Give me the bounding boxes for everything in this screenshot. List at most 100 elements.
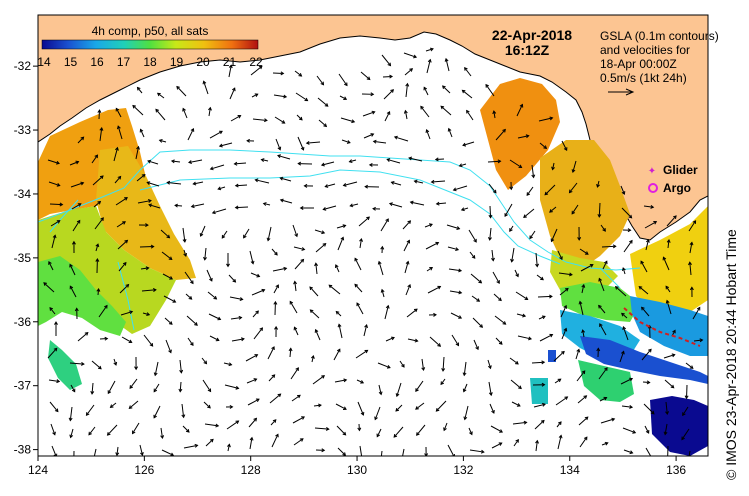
velocity-arrow-head — [498, 297, 502, 302]
velocity-arrow-head — [403, 109, 408, 114]
velocity-arrow-head — [176, 85, 180, 90]
velocity-arrow — [492, 271, 500, 284]
velocity-arrow — [323, 205, 337, 210]
velocity-arrow-head — [88, 431, 92, 436]
velocity-arrow — [643, 205, 654, 208]
velocity-arrow-head — [531, 174, 536, 179]
velocity-arrow-head — [43, 282, 48, 286]
velocity-arrow-head — [219, 130, 223, 135]
velocity-arrow-head — [463, 416, 468, 421]
velocity-arrow — [461, 207, 469, 211]
velocity-arrow — [147, 160, 159, 165]
velocity-arrow — [358, 216, 370, 227]
velocity-arrow-head — [174, 203, 179, 208]
velocity-arrow — [175, 204, 183, 207]
velocity-arrow — [665, 401, 668, 415]
velocity-arrow — [425, 48, 434, 52]
velocity-arrow — [294, 259, 304, 270]
velocity-arrow — [447, 246, 459, 251]
velocity-arrow — [487, 160, 501, 163]
velocity-arrow-head — [266, 237, 271, 242]
velocity-arrow-head — [598, 277, 602, 282]
colorbar-tick-label: 17 — [117, 55, 131, 69]
velocity-arrow — [290, 367, 299, 380]
velocity-arrow — [463, 383, 468, 392]
velocity-arrow-head — [97, 109, 102, 114]
velocity-arrow — [183, 249, 187, 257]
velocity-arrow-head — [147, 159, 152, 164]
velocity-arrow — [539, 334, 553, 342]
velocity-arrow-head — [207, 404, 211, 409]
velocity-arrow-head — [194, 322, 198, 326]
velocity-arrow-head — [208, 106, 212, 111]
velocity-arrow-head — [283, 94, 288, 99]
velocity-arrow-head — [149, 342, 154, 347]
velocity-arrow-head — [368, 162, 373, 167]
velocity-arrow — [226, 420, 239, 430]
velocity-arrow-head — [435, 241, 440, 246]
velocity-arrow-head — [629, 404, 634, 409]
velocity-arrow — [514, 269, 519, 277]
velocity-arrow — [114, 176, 121, 184]
velocity-arrow — [579, 301, 584, 316]
velocity-arrow — [600, 418, 615, 424]
velocity-arrow — [405, 284, 411, 296]
velocity-arrow-head — [258, 65, 263, 70]
velocity-arrow — [469, 251, 476, 259]
velocity-arrow-head — [540, 419, 545, 424]
velocity-arrow-head — [598, 304, 602, 309]
velocity-arrow — [321, 161, 335, 166]
velocity-arrow — [473, 339, 479, 350]
y-axis: -32 -33 -34 -35 -36 -37 -38 — [14, 59, 38, 457]
velocity-arrow-head — [342, 452, 347, 456]
velocity-arrow — [267, 226, 272, 241]
velocity-arrow-head — [351, 119, 356, 124]
velocity-arrow-head — [364, 324, 369, 329]
velocity-arrow-head — [202, 80, 207, 85]
velocity-arrow-head — [366, 76, 371, 81]
velocity-arrow-head — [324, 184, 329, 188]
velocity-arrow — [235, 206, 249, 209]
velocity-arrow-head — [254, 178, 259, 183]
velocity-arrow — [557, 435, 562, 450]
velocity-arrow — [396, 382, 402, 397]
velocity-arrow — [512, 421, 527, 425]
velocity-arrow-head — [498, 442, 503, 446]
velocity-arrow — [97, 288, 100, 296]
velocity-arrow — [463, 361, 467, 376]
velocity-arrow — [188, 159, 203, 163]
velocity-arrow-head — [440, 105, 445, 110]
velocity-arrow-head — [391, 336, 395, 341]
velocity-arrow — [230, 115, 241, 122]
velocity-arrow — [70, 384, 76, 392]
velocity-arrow — [355, 349, 368, 359]
velocity-arrow-head — [611, 417, 616, 422]
velocity-arrow-head — [299, 206, 304, 210]
velocity-arrow — [511, 401, 521, 407]
velocity-arrow-head — [561, 350, 565, 355]
velocity-arrow — [681, 428, 690, 440]
velocity-arrow-head — [240, 337, 245, 342]
velocity-arrow-head — [229, 404, 234, 409]
velocity-arrow-head — [487, 365, 492, 370]
velocity-arrow — [470, 273, 482, 284]
velocity-arrow-head — [256, 273, 261, 278]
velocity-arrow-head — [84, 331, 89, 336]
velocity-arrow-head — [90, 390, 95, 395]
velocity-arrow-head — [584, 416, 589, 421]
velocity-arrow — [334, 379, 347, 383]
velocity-arrow — [387, 158, 401, 164]
velocity-arrow-head — [441, 85, 446, 90]
velocity-arrow — [292, 224, 298, 237]
velocity-arrow-head — [385, 304, 390, 309]
velocity-arrow-head — [440, 381, 445, 386]
gsla-contours — [38, 149, 641, 331]
velocity-arrow-head — [622, 326, 627, 330]
velocity-arrow — [535, 440, 538, 452]
velocity-arrow-head — [604, 441, 609, 446]
velocity-arrow — [179, 359, 182, 373]
velocity-arrow — [682, 406, 689, 416]
velocity-arrow-head — [342, 431, 347, 436]
velocity-arrow — [229, 87, 236, 100]
velocity-arrow — [294, 70, 302, 77]
